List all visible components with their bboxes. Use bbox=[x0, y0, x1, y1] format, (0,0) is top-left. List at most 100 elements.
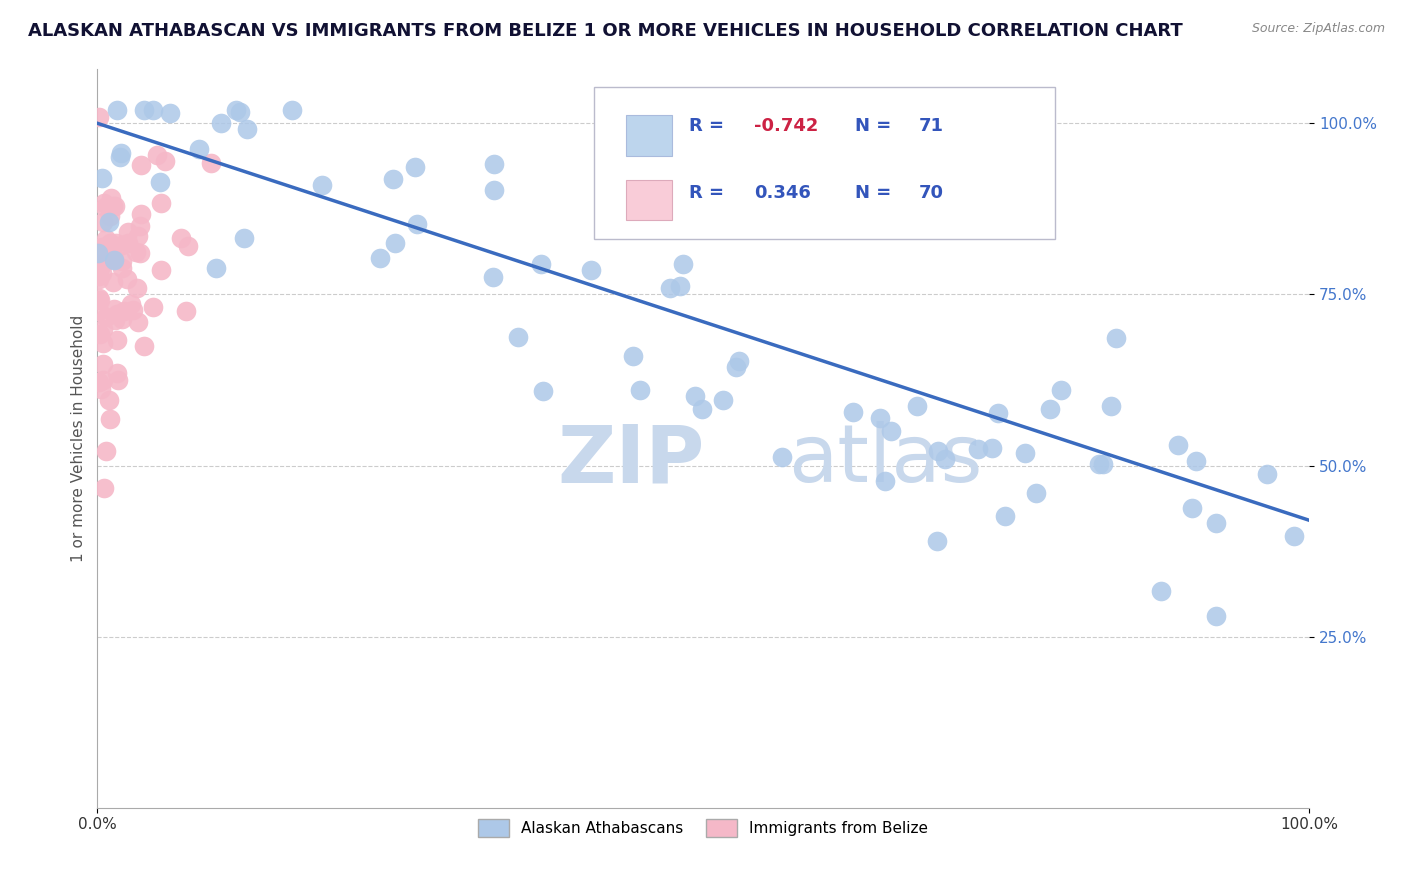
Point bbox=[94, 443, 117, 458]
Point bbox=[90, 240, 112, 254]
Point bbox=[93, 195, 115, 210]
Point bbox=[725, 360, 748, 375]
Point bbox=[101, 199, 124, 213]
Point bbox=[146, 148, 169, 162]
Point bbox=[177, 239, 200, 253]
FancyBboxPatch shape bbox=[626, 115, 672, 156]
Text: 71: 71 bbox=[920, 117, 943, 135]
Point bbox=[127, 229, 149, 244]
Point bbox=[125, 245, 148, 260]
Point bbox=[105, 333, 128, 347]
Point bbox=[91, 336, 114, 351]
Point bbox=[150, 263, 173, 277]
Point bbox=[105, 366, 128, 380]
Point bbox=[150, 196, 173, 211]
Point bbox=[89, 304, 111, 318]
Point bbox=[89, 327, 111, 342]
Point bbox=[873, 474, 896, 488]
Point bbox=[98, 412, 121, 426]
Point bbox=[384, 236, 406, 251]
Point bbox=[87, 268, 110, 283]
Point bbox=[142, 103, 165, 117]
Legend: Alaskan Athabascans, Immigrants from Belize: Alaskan Athabascans, Immigrants from Bel… bbox=[471, 812, 936, 845]
Text: R =: R = bbox=[689, 117, 730, 135]
Point bbox=[994, 509, 1017, 524]
Point bbox=[236, 122, 259, 136]
Point bbox=[880, 424, 903, 438]
Point bbox=[986, 406, 1008, 420]
FancyBboxPatch shape bbox=[595, 87, 1054, 238]
Point bbox=[107, 373, 129, 387]
Point bbox=[87, 246, 110, 260]
Point bbox=[122, 303, 145, 318]
Point bbox=[93, 215, 115, 229]
Point bbox=[280, 103, 302, 117]
Point bbox=[131, 158, 153, 172]
Point bbox=[188, 142, 211, 156]
Point bbox=[155, 154, 177, 169]
Point bbox=[91, 322, 114, 336]
Point bbox=[1087, 457, 1109, 471]
Point bbox=[120, 297, 142, 311]
Point bbox=[1167, 438, 1189, 452]
Point bbox=[87, 376, 110, 390]
Point bbox=[630, 384, 652, 398]
Point bbox=[103, 302, 125, 317]
Point bbox=[110, 145, 132, 160]
Point bbox=[1049, 384, 1071, 398]
Point bbox=[200, 156, 222, 170]
Point bbox=[711, 393, 734, 408]
Point bbox=[229, 104, 252, 119]
Point bbox=[103, 252, 125, 266]
Point bbox=[382, 172, 405, 186]
Point bbox=[683, 389, 706, 403]
Text: 70: 70 bbox=[920, 184, 943, 202]
Point bbox=[112, 304, 135, 318]
Point bbox=[97, 242, 120, 256]
Point bbox=[225, 103, 247, 117]
Point bbox=[531, 384, 554, 398]
Point bbox=[117, 225, 139, 239]
Text: atlas: atlas bbox=[789, 421, 983, 500]
Point bbox=[91, 374, 114, 388]
Point bbox=[127, 315, 149, 329]
Point bbox=[1105, 330, 1128, 344]
Point bbox=[1099, 399, 1122, 413]
Point bbox=[111, 238, 134, 252]
Point bbox=[103, 253, 125, 268]
Point bbox=[94, 310, 117, 324]
Point bbox=[104, 313, 127, 327]
Point bbox=[97, 393, 120, 408]
Point bbox=[204, 260, 226, 275]
Point bbox=[100, 191, 122, 205]
Point bbox=[97, 215, 120, 229]
Point bbox=[94, 254, 117, 268]
Point bbox=[659, 281, 682, 295]
Point bbox=[115, 272, 138, 286]
Point bbox=[482, 183, 505, 197]
Point bbox=[132, 339, 155, 353]
Point bbox=[530, 257, 553, 271]
Point bbox=[209, 116, 232, 130]
Point bbox=[89, 293, 111, 308]
Point bbox=[927, 444, 949, 458]
Point bbox=[966, 442, 988, 456]
Point bbox=[142, 300, 165, 314]
Point bbox=[129, 219, 152, 233]
Point bbox=[90, 266, 112, 280]
Point bbox=[1185, 454, 1208, 468]
Point bbox=[94, 231, 117, 245]
Point bbox=[170, 230, 193, 244]
Point bbox=[87, 291, 110, 305]
Point bbox=[690, 402, 713, 417]
Point bbox=[127, 281, 149, 295]
Point bbox=[149, 175, 172, 189]
Point bbox=[728, 354, 751, 368]
Point bbox=[311, 178, 333, 192]
Point bbox=[117, 236, 139, 251]
Point bbox=[406, 217, 429, 231]
Text: -0.742: -0.742 bbox=[754, 117, 818, 135]
Point bbox=[98, 235, 121, 250]
Point bbox=[94, 200, 117, 214]
Point bbox=[98, 210, 121, 224]
